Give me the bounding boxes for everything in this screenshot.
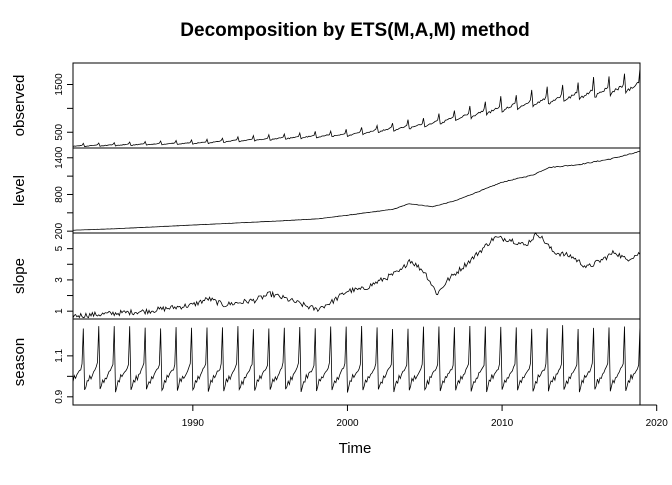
- x-axis-label: Time: [339, 440, 372, 457]
- series-line-slope: [72, 232, 641, 319]
- ytick-label-level: 200: [54, 222, 65, 239]
- xtick-label: 1990: [182, 418, 205, 429]
- ytick-label-season: 0.9: [54, 389, 65, 403]
- panel-label-observed: observed: [11, 75, 28, 137]
- ytick-label-observed: 1500: [54, 73, 65, 96]
- panel-label-slope: slope: [11, 258, 28, 294]
- panel-frame-season: [72, 318, 641, 406]
- panels-group: 500 1500 observed 200 800 1400 level 1 3 5 slope 0.…: [11, 62, 641, 406]
- ytick-label-slope: 3: [54, 277, 65, 283]
- ytick-label-slope: 5: [54, 245, 65, 251]
- ytick-label-observed: 500: [54, 123, 65, 140]
- panel-frame-slope: [72, 232, 641, 320]
- x-axis: 1990 2000 2010 2020: [182, 404, 669, 429]
- panel-season: 0.9 1.1 season: [11, 318, 641, 406]
- xtick-label: 2020: [646, 418, 669, 429]
- series-line-observed: [72, 68, 641, 147]
- series-line-level: [72, 150, 641, 231]
- panel-frame-level: [72, 147, 641, 234]
- panel-observed: 500 1500 observed: [11, 62, 641, 149]
- panel-slope: 1 3 5 slope: [11, 232, 641, 320]
- ytick-label-level: 800: [54, 186, 65, 203]
- panel-level: 200 800 1400 level: [11, 146, 641, 240]
- panel-label-season: season: [11, 338, 28, 386]
- series-line-season: [72, 325, 641, 393]
- xtick-label: 2010: [491, 418, 514, 429]
- panel-label-level: level: [11, 175, 28, 206]
- chart-title: Decomposition by ETS(M,A,M) method: [180, 20, 529, 41]
- xtick-label: 2000: [336, 418, 359, 429]
- ytick-label-level: 1400: [54, 146, 65, 169]
- panel-frame-observed: [72, 62, 641, 149]
- ytick-label-season: 1.1: [54, 348, 65, 362]
- ytick-label-slope: 1: [54, 308, 65, 314]
